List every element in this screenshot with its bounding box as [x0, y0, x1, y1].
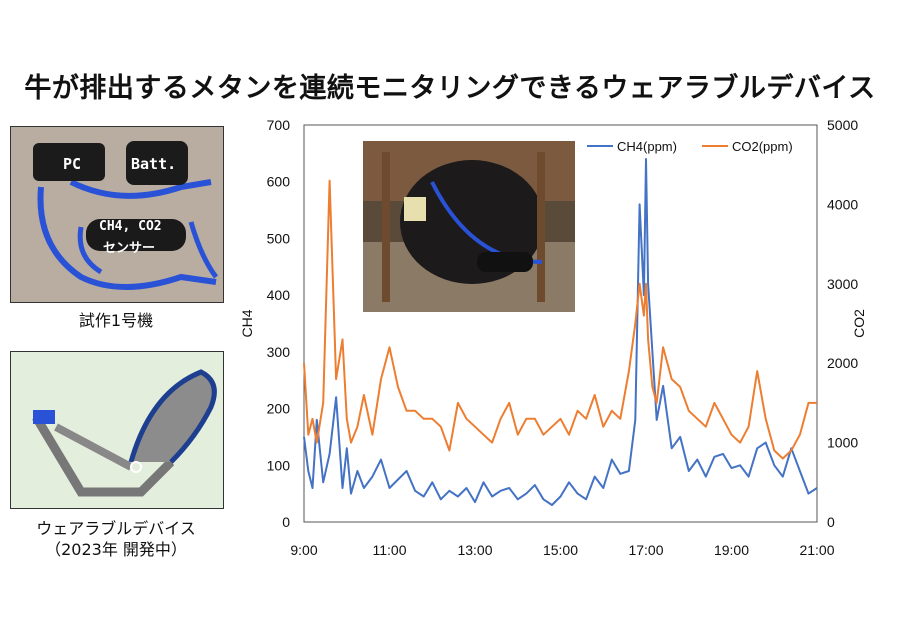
series-line-ch4	[303, 158, 818, 506]
x-tick-label: 17:00	[628, 542, 663, 558]
y-left-tick-label: 200	[267, 401, 291, 417]
x-tick-label: 21:00	[799, 542, 834, 558]
x-tick-label: 9:00	[290, 542, 317, 558]
y-left-tick-label: 300	[267, 344, 291, 360]
methane-co2-chart: 9:00 11:00 13:00 15:00 17:00 19:00 21:00 0 100 20…	[239, 117, 867, 558]
y-left-tick-label: 700	[267, 117, 291, 133]
prototype-illustration	[11, 127, 223, 302]
y-right-axis-label: CO2	[851, 309, 867, 338]
axes: 9:00 11:00 13:00 15:00 17:00 19:00 21:00 0 100 20…	[239, 117, 867, 558]
page-title: 牛が排出するメタンを連続モニタリングできるウェアラブルデバイス	[24, 73, 876, 104]
y-left-tick-label: 500	[267, 230, 291, 246]
legend-label: CO2(ppm)	[732, 139, 793, 154]
x-tick-label: 19:00	[714, 542, 749, 558]
wearable-caption-line2: （2023年 開発中）	[45, 540, 187, 559]
y-right-tick-label: 1000	[827, 435, 858, 451]
y-left-tick-label: 400	[267, 287, 291, 303]
wearable-illustration	[10, 351, 224, 509]
ch4-series	[303, 158, 818, 506]
y-left-tick-label: 0	[282, 514, 290, 530]
x-tick-label: 11:00	[373, 542, 407, 558]
y-right-tick-label: 0	[827, 514, 835, 530]
battery-label: Batt.	[131, 155, 177, 173]
series-line-co2	[303, 179, 817, 460]
co2-series	[303, 179, 817, 460]
y-right-tick-label: 2000	[827, 355, 858, 371]
prototype-caption: 試作1号機	[78, 311, 154, 330]
y-right-tick-label: 4000	[827, 196, 858, 212]
x-tick-label: 15:00	[543, 542, 578, 558]
sensor-gas-label: CH4, CO2	[99, 219, 162, 234]
y-right-tick-label: 3000	[827, 276, 858, 292]
wearable-caption-line1: ウェアラブルデバイス	[36, 519, 196, 538]
y-left-tick-label: 100	[267, 457, 291, 473]
y-right-tick-label: 5000	[827, 117, 858, 133]
wearable-drawing	[11, 352, 223, 508]
plot-border	[303, 124, 818, 523]
pc-label: PC	[63, 155, 82, 173]
plot-frame	[303, 124, 818, 523]
x-tick-label: 13:00	[457, 542, 492, 558]
sensor-label: センサー	[103, 241, 156, 256]
prototype-photo: PC Batt. CH4, CO2 センサー	[10, 126, 224, 303]
legend-label: CH4(ppm)	[617, 139, 677, 154]
y-left-tick-label: 600	[267, 174, 291, 190]
cow-photo-inset	[363, 141, 575, 312]
y-left-axis-label: CH4	[239, 309, 255, 337]
legend: CH4(ppm) CO2(ppm)	[587, 139, 793, 154]
